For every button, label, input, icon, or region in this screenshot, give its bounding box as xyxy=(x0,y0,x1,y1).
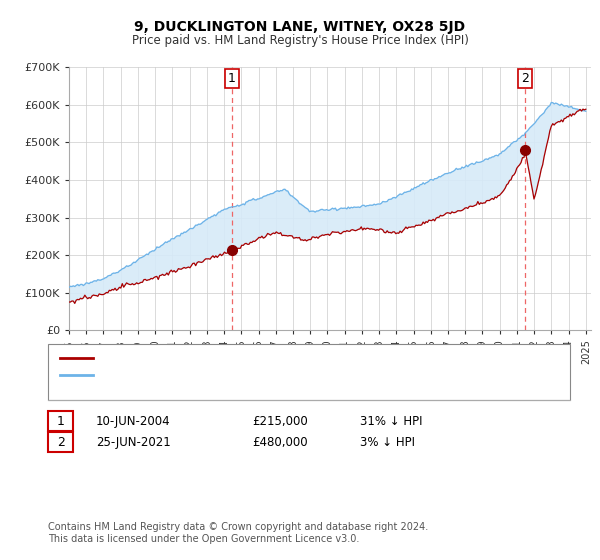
Text: 31% ↓ HPI: 31% ↓ HPI xyxy=(360,414,422,428)
Text: Price paid vs. HM Land Registry's House Price Index (HPI): Price paid vs. HM Land Registry's House … xyxy=(131,34,469,46)
Text: £480,000: £480,000 xyxy=(252,436,308,449)
Text: HPI: Average price, detached house, West Oxfordshire: HPI: Average price, detached house, West… xyxy=(99,370,401,380)
Text: 1: 1 xyxy=(227,72,236,85)
Text: 3% ↓ HPI: 3% ↓ HPI xyxy=(360,436,415,449)
Text: £215,000: £215,000 xyxy=(252,414,308,428)
Text: 9, DUCKLINGTON LANE, WITNEY, OX28 5JD: 9, DUCKLINGTON LANE, WITNEY, OX28 5JD xyxy=(134,20,466,34)
Text: 2: 2 xyxy=(56,436,65,449)
Text: 1: 1 xyxy=(56,414,65,428)
Text: Contains HM Land Registry data © Crown copyright and database right 2024.
This d: Contains HM Land Registry data © Crown c… xyxy=(48,522,428,544)
Text: 2: 2 xyxy=(521,72,529,85)
Text: 25-JUN-2021: 25-JUN-2021 xyxy=(96,436,171,449)
Text: 9, DUCKLINGTON LANE, WITNEY, OX28 5JD (detached house): 9, DUCKLINGTON LANE, WITNEY, OX28 5JD (d… xyxy=(99,353,439,363)
Text: 10-JUN-2004: 10-JUN-2004 xyxy=(96,414,170,428)
